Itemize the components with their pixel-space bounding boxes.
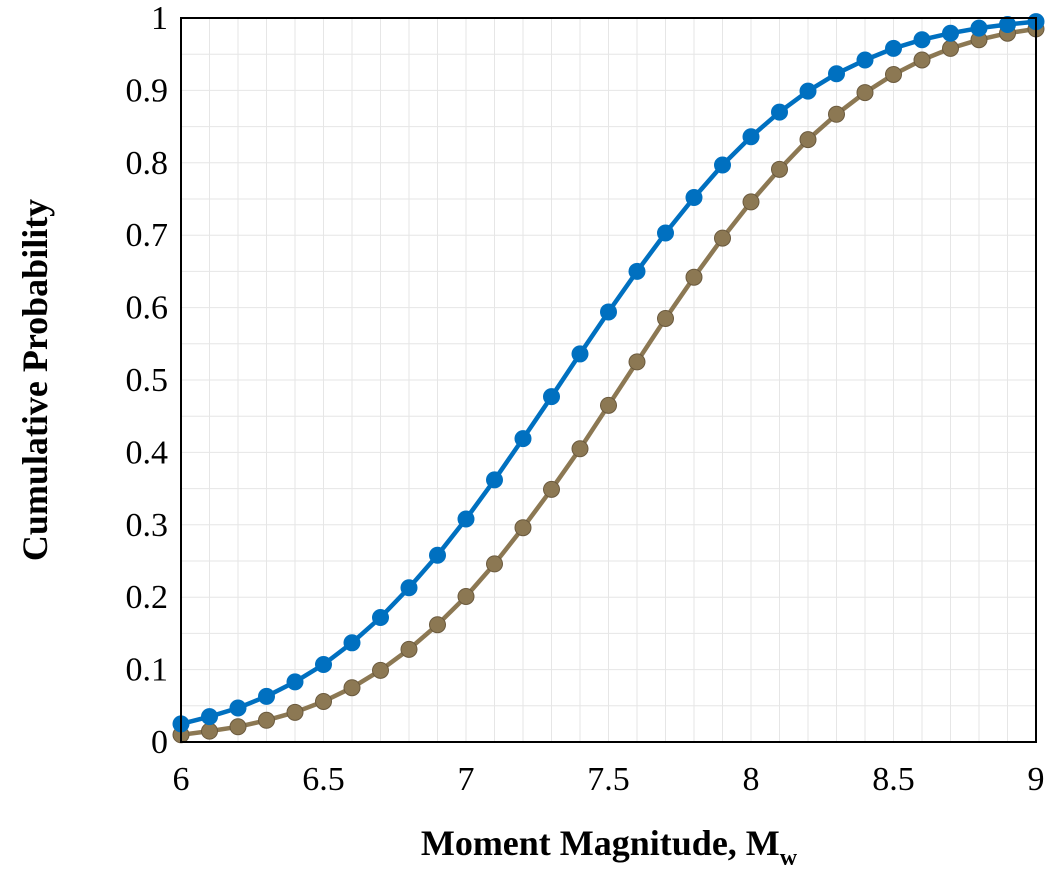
y-tick-label: 0.3 bbox=[126, 507, 169, 544]
data-point bbox=[742, 193, 760, 211]
data-point bbox=[486, 471, 503, 489]
data-point bbox=[657, 224, 674, 242]
data-point bbox=[286, 673, 304, 691]
y-tick-label: 1 bbox=[151, 0, 168, 37]
data-point bbox=[315, 692, 332, 710]
data-point bbox=[258, 711, 275, 729]
y-tick-label: 0.6 bbox=[126, 290, 169, 327]
data-point bbox=[429, 546, 446, 564]
grid bbox=[181, 18, 1036, 742]
data-point bbox=[828, 65, 845, 83]
series-1 bbox=[172, 13, 1045, 733]
data-point bbox=[514, 519, 532, 537]
data-point bbox=[685, 189, 703, 207]
y-tick-label: 0.9 bbox=[126, 72, 169, 109]
data-point bbox=[486, 555, 503, 573]
data-point bbox=[999, 16, 1016, 34]
data-point bbox=[628, 353, 646, 371]
y-tick-label: 0.5 bbox=[126, 362, 169, 399]
data-point bbox=[315, 656, 332, 674]
data-point bbox=[657, 309, 674, 327]
data-point bbox=[885, 65, 902, 83]
data-point bbox=[913, 51, 931, 69]
data-point bbox=[942, 39, 959, 57]
y-tick-label: 0.4 bbox=[126, 434, 169, 471]
data-point bbox=[856, 51, 874, 69]
x-tick-label: 9 bbox=[1028, 761, 1045, 798]
data-point bbox=[714, 229, 731, 247]
x-tick-label: 8.5 bbox=[872, 761, 915, 798]
data-point bbox=[400, 640, 418, 658]
x-axis-ticks: 6 6.5 7 7.5 8 8.5 9 bbox=[173, 761, 1045, 798]
series-2 bbox=[172, 20, 1045, 744]
data-point bbox=[229, 699, 247, 717]
data-point bbox=[286, 703, 304, 721]
y-axis-title: Cumulative Probability bbox=[15, 199, 55, 561]
data-point bbox=[885, 39, 902, 57]
data-point bbox=[771, 103, 788, 121]
y-tick-label: 0.2 bbox=[126, 579, 169, 616]
data-point bbox=[457, 587, 475, 605]
data-point bbox=[913, 31, 931, 49]
x-tick-label: 8 bbox=[743, 761, 760, 798]
x-tick-label: 6 bbox=[173, 761, 190, 798]
data-point bbox=[343, 679, 361, 697]
x-tick-label: 6.5 bbox=[302, 761, 345, 798]
data-point bbox=[628, 262, 646, 280]
data-point bbox=[543, 388, 560, 406]
plot-frame bbox=[180, 17, 1037, 743]
y-tick-label: 0.7 bbox=[126, 217, 169, 254]
data-point bbox=[514, 430, 532, 448]
data-point bbox=[600, 303, 617, 321]
data-point bbox=[400, 579, 418, 597]
y-axis-ticks: 0 0.1 0.2 0.3 0.4 0.5 0.6 0.7 0.8 0.9 1 bbox=[126, 0, 169, 761]
data-point bbox=[229, 718, 247, 736]
data-point bbox=[457, 510, 475, 528]
data-point bbox=[942, 24, 959, 42]
data-point bbox=[372, 608, 389, 626]
x-axis-title: Moment Magnitude, Mw bbox=[421, 823, 798, 871]
y-tick-label: 0.8 bbox=[126, 145, 169, 182]
data-point bbox=[201, 722, 218, 740]
data-point bbox=[828, 105, 845, 123]
data-point bbox=[742, 128, 760, 146]
data-point bbox=[799, 82, 817, 100]
data-point bbox=[201, 708, 218, 726]
data-point bbox=[343, 634, 361, 652]
data-point bbox=[571, 345, 589, 363]
data-point bbox=[571, 440, 589, 458]
data-point bbox=[856, 84, 874, 102]
data-point bbox=[543, 480, 560, 498]
data-point bbox=[714, 156, 731, 174]
y-tick-label: 0.1 bbox=[126, 652, 169, 689]
data-point bbox=[970, 19, 988, 37]
x-tick-label: 7.5 bbox=[587, 761, 630, 798]
data-point bbox=[799, 131, 817, 149]
data-point bbox=[258, 687, 275, 705]
x-tick-label: 7 bbox=[458, 761, 475, 798]
data-point bbox=[600, 396, 617, 414]
y-tick-label: 0 bbox=[151, 724, 168, 761]
data-point bbox=[429, 616, 446, 634]
data-point bbox=[372, 661, 389, 679]
data-point bbox=[771, 160, 788, 178]
data-point bbox=[685, 268, 703, 286]
series-layer bbox=[172, 13, 1045, 744]
